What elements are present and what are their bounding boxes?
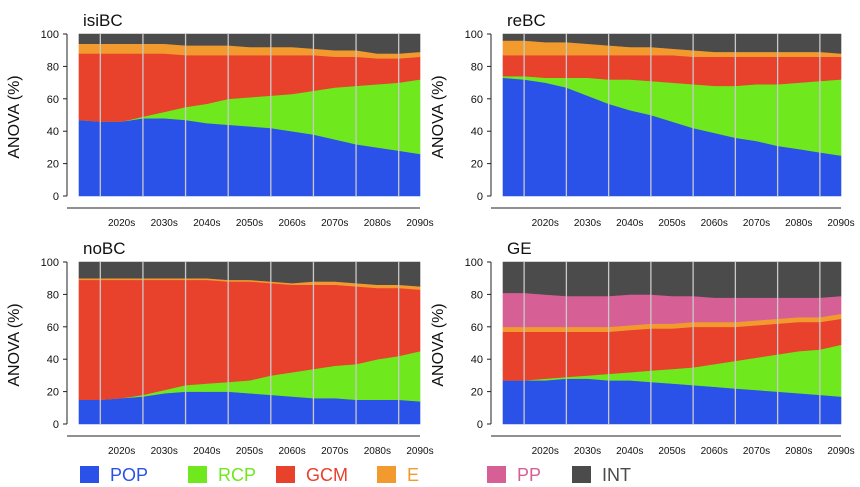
y-tick-label: 0 (477, 419, 483, 431)
y-axis-label: ANOVA (%) (430, 303, 447, 386)
legend-item-int: INT (572, 465, 631, 485)
y-tick-label: 20 (47, 159, 59, 171)
y-tick-label: 40 (47, 354, 59, 366)
area-int (502, 33, 842, 54)
x-tick-label: 2030s (151, 446, 178, 457)
legend-item-rcp: RCP (188, 465, 256, 485)
panel-title: isiBC (83, 11, 123, 30)
x-tick-label: 2020s (532, 218, 559, 229)
y-tick-label: 100 (465, 29, 483, 41)
x-tick-label: 2060s (279, 218, 306, 229)
legend-label: GCM (306, 465, 348, 485)
x-tick-label: 2080s (364, 446, 391, 457)
y-axis-label: ANOVA (%) (6, 303, 23, 386)
legend-swatch (377, 466, 396, 483)
y-tick-label: 80 (471, 61, 483, 73)
panel-title: reBC (507, 11, 546, 30)
legend-swatch (188, 466, 207, 483)
panels: 0 20 40 60 80 100 2020s 2030s 2040s 2050s 2060s 207… (6, 11, 855, 457)
y-tick-label: 100 (41, 29, 59, 41)
x-tick-label: 2060s (701, 446, 728, 457)
x-tick-label: 2090s (827, 446, 854, 457)
y-tick-label: 40 (471, 354, 483, 366)
x-tick-label: 2080s (785, 446, 812, 457)
legend-swatch (487, 466, 506, 483)
legend-swatch (572, 466, 591, 483)
legend-label: E (407, 465, 419, 485)
x-tick-label: 2070s (743, 446, 770, 457)
y-tick-label: 0 (53, 191, 59, 203)
x-tick-label: 2070s (321, 446, 348, 457)
legend-label: POP (110, 465, 148, 485)
x-tick-label: 2040s (616, 218, 643, 229)
x-tick-label: 2070s (743, 218, 770, 229)
y-tick-label: 20 (471, 159, 483, 171)
y-tick-label: 0 (53, 419, 59, 431)
x-tick-label: 2080s (785, 218, 812, 229)
x-tick-label: 2040s (193, 218, 220, 229)
x-tick-label: 2090s (827, 218, 854, 229)
panel-title: noBC (83, 239, 126, 258)
x-tick-label: 2040s (193, 446, 220, 457)
y-tick-label: 60 (47, 94, 59, 106)
area-int (502, 261, 842, 298)
legend-item-pp: PP (487, 465, 541, 485)
y-tick-label: 0 (477, 191, 483, 203)
y-axis-label: ANOVA (%) (6, 75, 23, 158)
panel-nobc: 0 20 40 60 80 100 2020s 2030s 2040s 2050s 2060s 207… (6, 239, 434, 457)
x-tick-label: 2070s (321, 218, 348, 229)
y-tick-label: 80 (47, 61, 59, 73)
y-tick-label: 80 (47, 289, 59, 301)
area-int (78, 33, 421, 54)
x-tick-label: 2020s (108, 218, 135, 229)
y-tick-label: 100 (465, 257, 483, 269)
y-tick-label: 40 (471, 126, 483, 138)
x-tick-label: 2050s (658, 446, 685, 457)
x-tick-label: 2040s (616, 446, 643, 457)
x-tick-label: 2080s (364, 218, 391, 229)
x-tick-label: 2030s (574, 218, 601, 229)
legend-swatch (276, 466, 295, 483)
legend: POP RCP GCM E PP INT (80, 465, 631, 485)
x-tick-label: 2020s (108, 446, 135, 457)
x-tick-label: 2090s (406, 446, 433, 457)
area-int (78, 261, 421, 287)
legend-item-e: E (377, 465, 419, 485)
panel-title: GE (507, 239, 532, 258)
legend-item-gcm: GCM (276, 465, 348, 485)
x-tick-label: 2050s (236, 218, 263, 229)
x-tick-label: 2030s (151, 218, 178, 229)
panel-ge: 0 20 40 60 80 100 2020s 2030s 2040s 2050s 2060s 207… (430, 239, 855, 457)
x-tick-label: 2030s (574, 446, 601, 457)
y-tick-label: 60 (47, 322, 59, 334)
x-tick-label: 2050s (658, 218, 685, 229)
y-tick-label: 80 (471, 289, 483, 301)
legend-swatch (80, 466, 99, 483)
y-tick-label: 100 (41, 257, 59, 269)
y-tick-label: 20 (471, 387, 483, 399)
legend-item-pop: POP (80, 465, 148, 485)
legend-label: RCP (218, 465, 256, 485)
y-tick-label: 60 (471, 94, 483, 106)
x-tick-label: 2090s (406, 218, 433, 229)
y-tick-label: 40 (47, 126, 59, 138)
x-tick-label: 2020s (532, 446, 559, 457)
y-tick-label: 60 (471, 322, 483, 334)
panel-isibc: 0 20 40 60 80 100 2020s 2030s 2040s 2050s 2060s 207… (6, 11, 434, 229)
y-axis-label: ANOVA (%) (430, 75, 447, 158)
panel-rebc: 0 20 40 60 80 100 2020s 2030s 2040s 2050s 2060s 207… (430, 11, 855, 229)
y-tick-label: 20 (47, 387, 59, 399)
legend-label: INT (602, 465, 631, 485)
x-tick-label: 2060s (701, 218, 728, 229)
x-tick-label: 2050s (236, 446, 263, 457)
legend-label: PP (517, 465, 541, 485)
x-tick-label: 2060s (279, 446, 306, 457)
